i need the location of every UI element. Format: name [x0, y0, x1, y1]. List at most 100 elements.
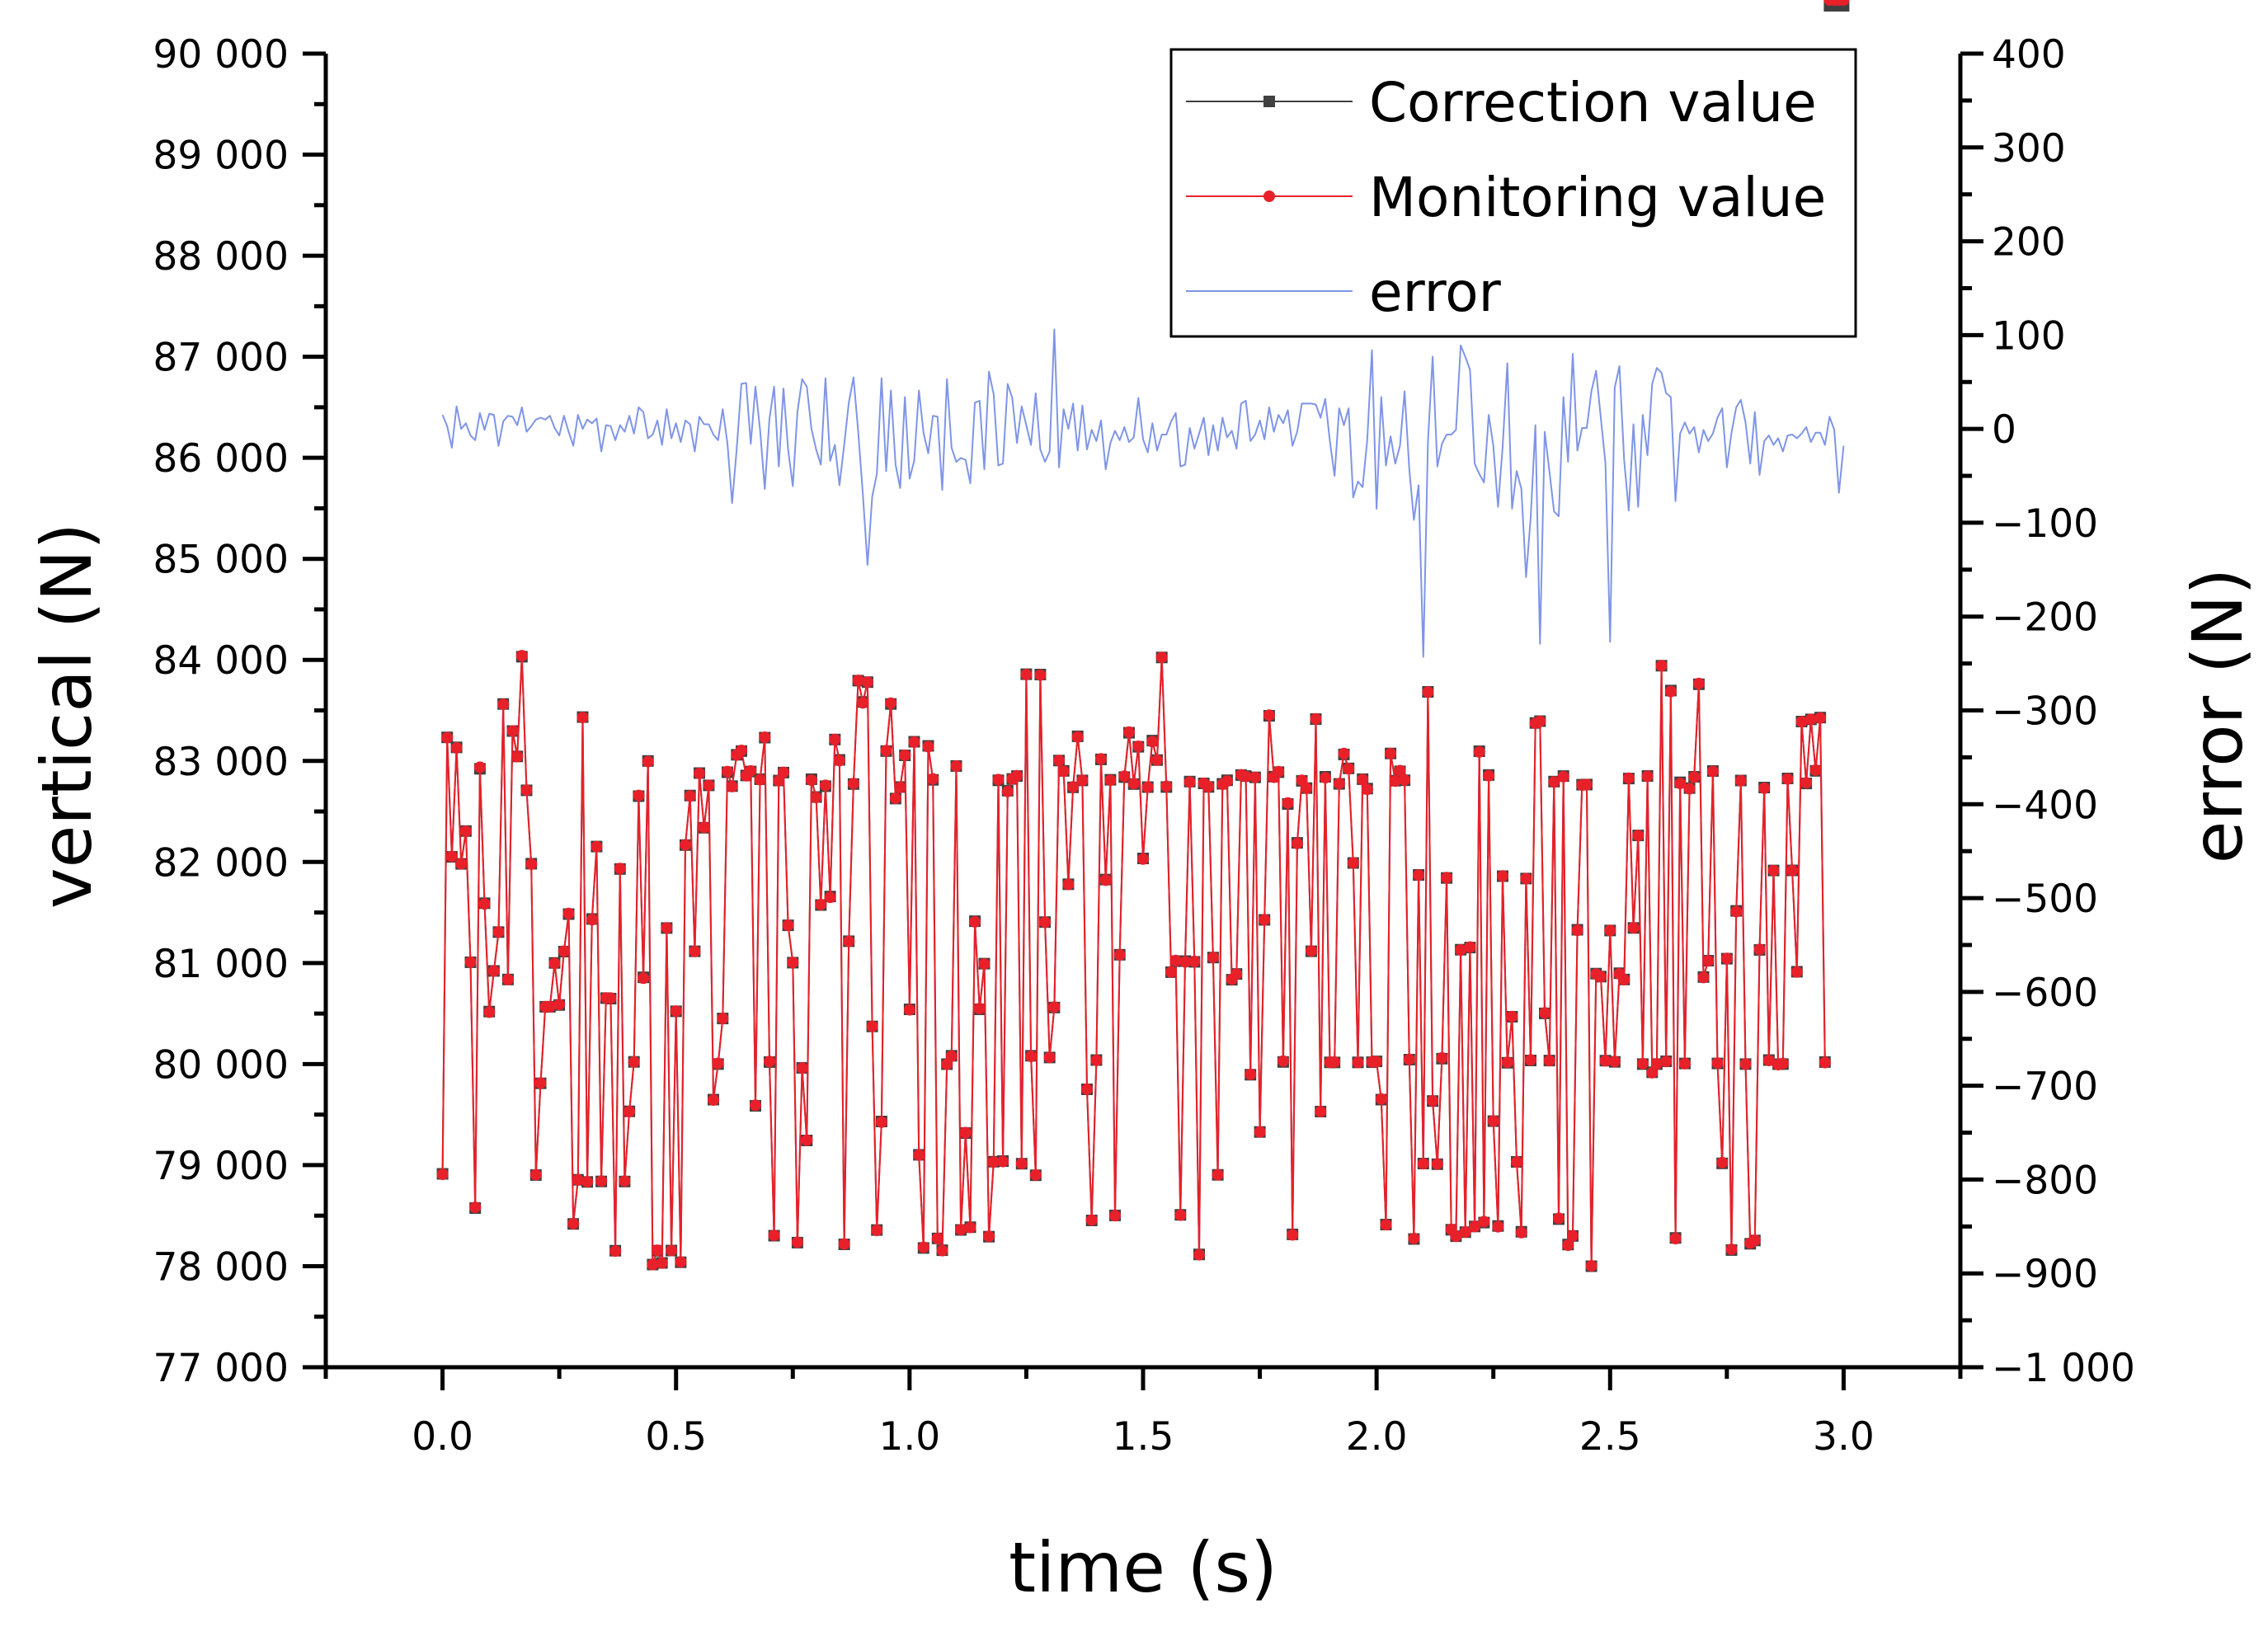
monitoring-point — [1455, 944, 1467, 956]
monitoring-point — [1081, 1083, 1093, 1095]
monitoring-point — [964, 1221, 976, 1234]
monitoring-point — [436, 1168, 449, 1181]
monitoring-point — [1249, 771, 1261, 783]
monitoring-point — [1057, 765, 1070, 778]
monitoring-point — [1183, 776, 1196, 788]
monitoring-point — [1029, 1168, 1042, 1181]
legend-monitoring-marker — [1263, 190, 1275, 202]
y-left-tick-label: 77 000 — [153, 1346, 289, 1391]
monitoring-point — [1618, 974, 1630, 986]
monitoring-point — [950, 760, 962, 772]
monitoring-point — [656, 1257, 668, 1269]
monitoring-point — [819, 779, 831, 792]
monitoring-point — [638, 972, 650, 985]
monitoring-point — [843, 935, 855, 947]
monitoring-point — [567, 1217, 580, 1230]
monitoring-point — [1389, 775, 1401, 788]
monitoring-point — [1408, 1232, 1420, 1244]
monitoring-point — [661, 922, 673, 934]
y-right-axis-title: error (N) — [2177, 568, 2258, 863]
monitoring-point — [857, 697, 869, 709]
x-tick-label: 1.5 — [1113, 1414, 1174, 1460]
monitoring-point — [469, 1201, 482, 1214]
monitoring-point — [1487, 1115, 1499, 1127]
monitoring-point — [492, 926, 505, 938]
monitoring-point — [1347, 857, 1359, 869]
monitoring-point — [441, 731, 454, 744]
monitoring-point — [997, 1155, 1009, 1168]
monitoring-point — [866, 1020, 878, 1032]
monitoring-value-series — [436, 0, 1850, 1272]
x-tick-label: 0.0 — [412, 1414, 473, 1460]
monitoring-point — [1305, 945, 1317, 957]
monitoring-point — [1604, 924, 1616, 937]
monitoring-point — [595, 1175, 608, 1187]
monitoring-point — [1179, 956, 1191, 968]
monitoring-point — [871, 1225, 883, 1236]
y-left-tick-label: 80 000 — [153, 1042, 289, 1088]
monitoring-point — [1371, 1056, 1383, 1068]
monitoring-point — [778, 766, 789, 778]
monitoring-point — [1758, 782, 1771, 794]
monitoring-point — [1263, 709, 1275, 722]
monitoring-point — [1099, 874, 1112, 886]
monitoring-point — [501, 973, 514, 985]
monitoring-point — [459, 825, 472, 838]
monitoring-point — [1375, 1093, 1387, 1105]
monitoring-point — [1492, 1220, 1504, 1233]
monitoring-point — [1123, 726, 1135, 738]
x-tick-label: 1.0 — [878, 1414, 940, 1460]
monitoring-point — [1599, 1055, 1612, 1067]
monitoring-point — [1786, 864, 1799, 877]
monitoring-point — [1043, 1051, 1056, 1064]
monitoring-point — [591, 840, 603, 853]
monitoring-point — [1706, 765, 1719, 778]
monitoring-point — [791, 1236, 803, 1248]
monitoring-point — [548, 957, 561, 970]
monitoring-point — [1664, 685, 1677, 698]
y-left-tick-label: 90 000 — [153, 32, 289, 78]
monitoring-point — [1515, 1226, 1527, 1239]
y-left-tick-label: 82 000 — [153, 840, 289, 886]
y-right-tick-label: 400 — [1992, 32, 2066, 78]
monitoring-point — [1720, 952, 1733, 965]
monitoring-point — [525, 858, 538, 870]
monitoring-point — [815, 898, 827, 910]
monitoring-point — [1146, 736, 1159, 748]
monitoring-point — [1809, 764, 1822, 776]
monitoring-point — [1212, 1168, 1224, 1181]
monitoring-point — [1608, 1056, 1621, 1068]
monitoring-point — [445, 850, 458, 863]
monitoring-point — [945, 1050, 958, 1062]
monitoring-point — [1193, 1248, 1205, 1261]
monitoring-point — [487, 965, 500, 977]
monitoring-point — [684, 790, 696, 802]
monitoring-point — [1511, 1156, 1522, 1168]
monitoring-point — [1697, 971, 1710, 984]
monitoring-point — [1571, 924, 1583, 937]
monitoring-point — [1132, 741, 1145, 752]
monitoring-point — [936, 1244, 948, 1257]
monitoring-point — [847, 778, 859, 790]
monitoring-point — [1800, 777, 1813, 789]
monitoring-point — [1394, 764, 1406, 777]
monitoring-point — [726, 780, 738, 792]
monitoring-point — [1259, 914, 1271, 926]
monitoring-point — [1413, 869, 1425, 882]
monitoring-point — [1141, 781, 1154, 793]
monitoring-point — [955, 1224, 967, 1236]
y-left-tick-label: 86 000 — [153, 436, 289, 482]
monitoring-point — [1730, 905, 1743, 918]
monitoring-point — [1469, 1220, 1481, 1233]
monitoring-point — [1282, 797, 1294, 809]
monitoring-point — [698, 821, 710, 834]
y-right-tick-label: −300 — [1992, 689, 2098, 735]
monitoring-point — [1403, 1053, 1415, 1065]
monitoring-point — [787, 957, 799, 969]
monitoring-point — [1431, 1158, 1443, 1170]
monitoring-point — [1790, 966, 1803, 978]
monitoring-point — [576, 712, 589, 724]
monitoring-point — [1076, 774, 1089, 787]
monitoring-point — [773, 774, 785, 787]
monitoring-point — [973, 1003, 986, 1014]
